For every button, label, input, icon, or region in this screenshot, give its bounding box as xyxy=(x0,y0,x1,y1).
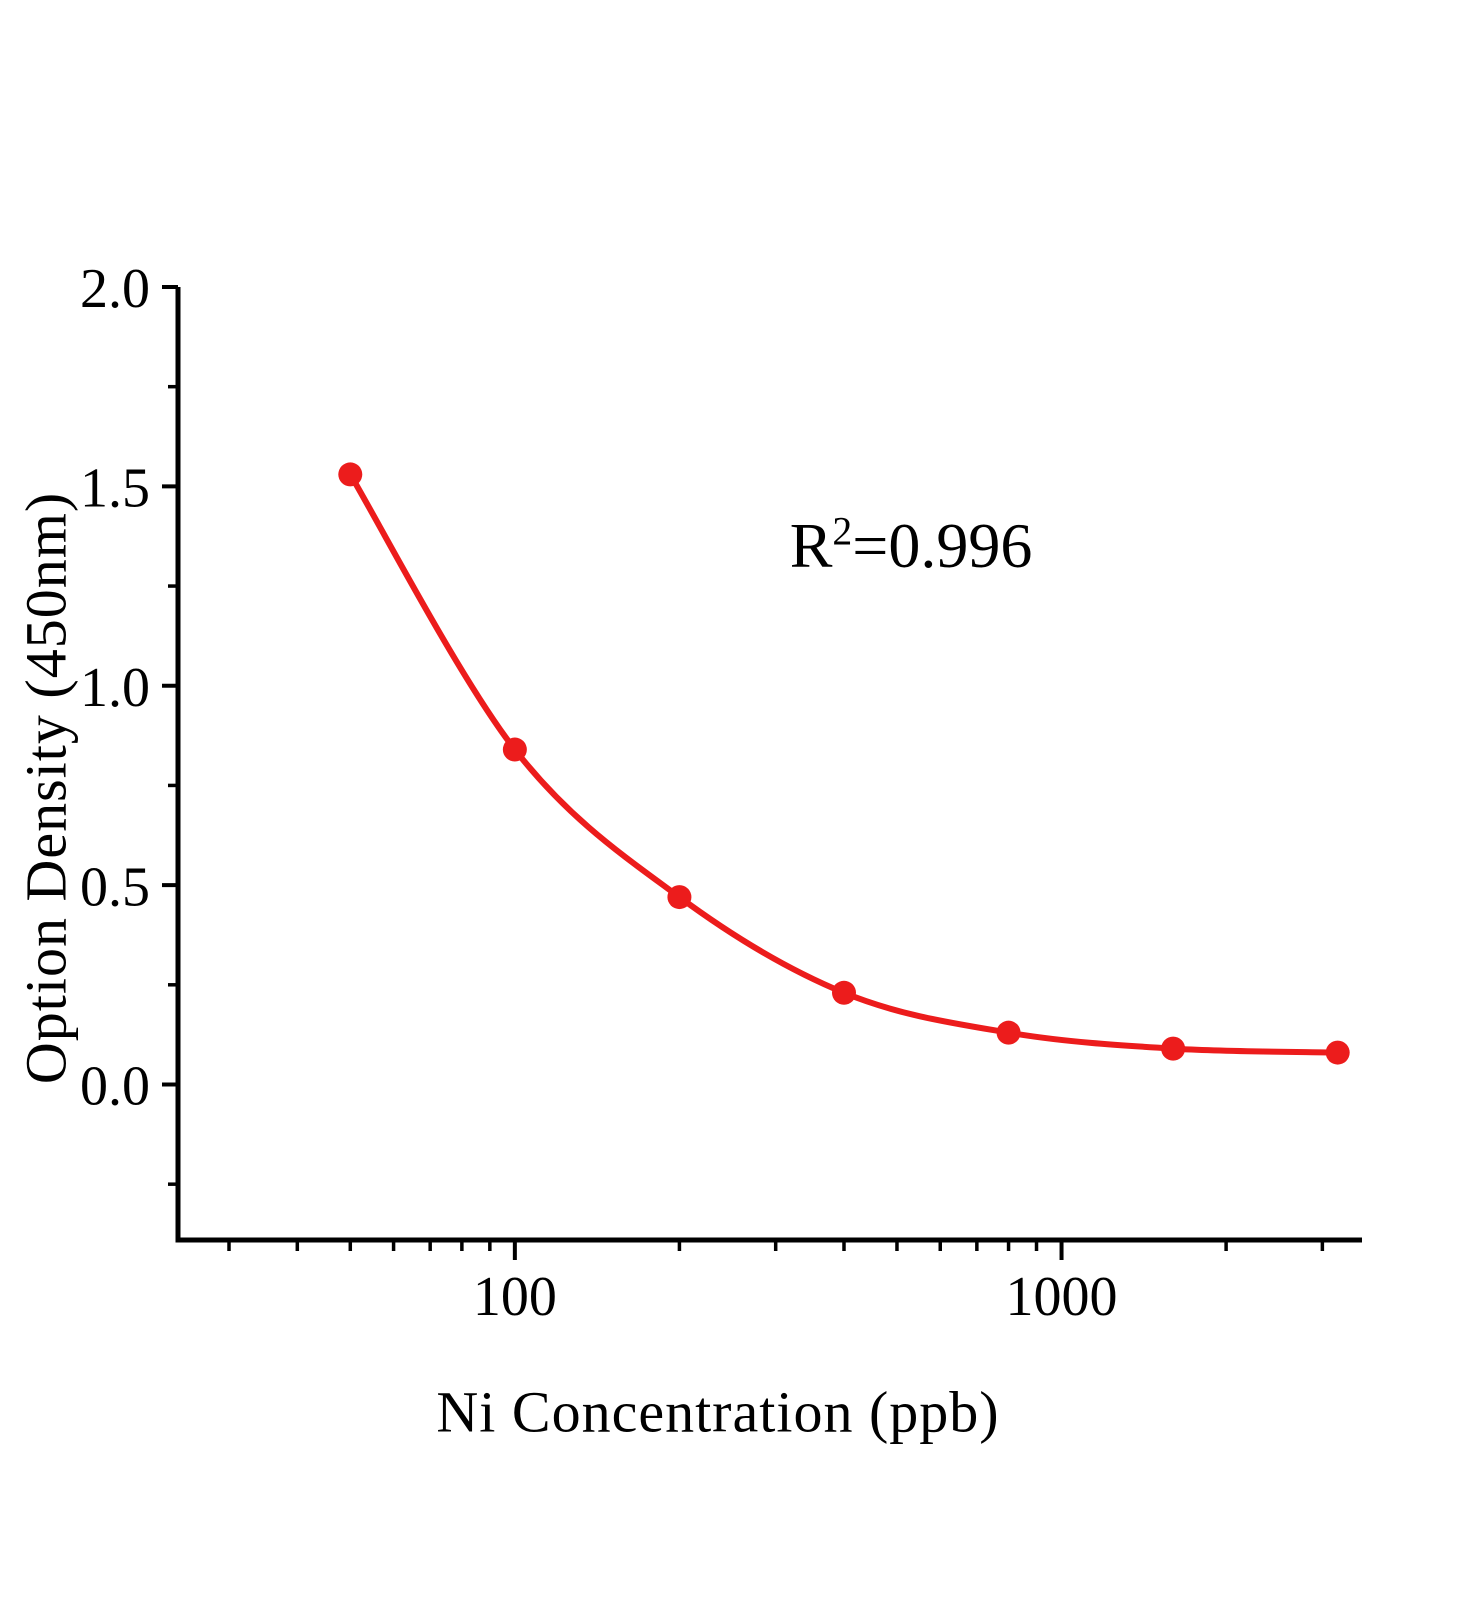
y-tick-label: 0.0 xyxy=(80,1056,150,1118)
r-squared-base: R xyxy=(789,510,833,581)
y-tick-label: 1.0 xyxy=(80,657,150,719)
data-point xyxy=(996,1020,1021,1045)
x-axis-title: Ni Concentration (ppb) xyxy=(436,1379,1000,1445)
x-tick-label: 1000 xyxy=(1006,1266,1118,1328)
data-point xyxy=(831,980,856,1005)
y-tick-label: 0.5 xyxy=(80,856,150,918)
y-axis-title: Option Density (450nm) xyxy=(13,491,79,1085)
r-squared-annotation: R2=0.996 xyxy=(790,509,1033,583)
data-point xyxy=(338,462,363,487)
x-tick-label: 100 xyxy=(473,1266,557,1328)
data-point xyxy=(667,885,692,910)
y-tick-label: 1.5 xyxy=(80,458,150,520)
data-point xyxy=(1325,1040,1350,1065)
r-squared-value: =0.996 xyxy=(852,510,1033,581)
r-squared-exponent: 2 xyxy=(832,509,853,554)
data-point xyxy=(502,737,527,762)
data-point xyxy=(1161,1036,1186,1061)
y-tick-label: 2.0 xyxy=(80,258,150,320)
